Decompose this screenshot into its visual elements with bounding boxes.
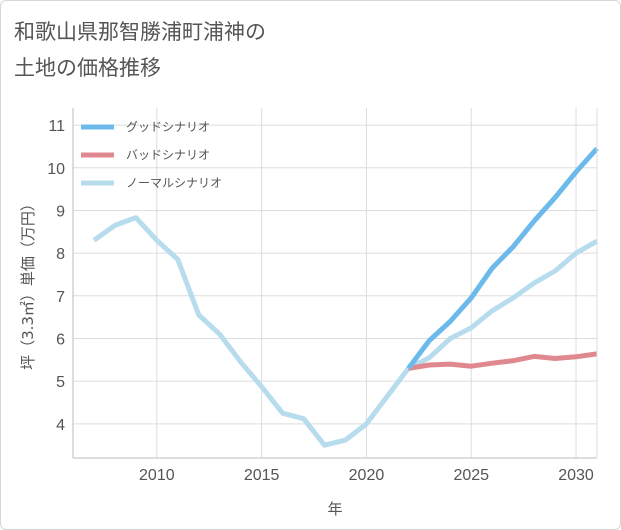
y-tick-label: 9	[56, 203, 65, 220]
y-tick-label: 11	[48, 118, 65, 135]
x-tick-label: 2010	[139, 467, 175, 484]
y-tick-label: 7	[56, 289, 65, 306]
y-tick-label: 5	[56, 374, 65, 391]
series-layer	[92, 146, 599, 448]
legend-label-1: バッドシナリオ	[126, 148, 210, 162]
chart-title-line-2: 土地の価格推移	[14, 56, 161, 80]
plot-area	[73, 108, 597, 458]
y-tick-label: 6	[56, 331, 65, 348]
x-tick-label: 2025	[453, 467, 489, 484]
x-tick-label: 2015	[244, 467, 280, 484]
series-line-2	[92, 215, 599, 448]
legend-label-0: グッドシナリオ	[126, 120, 210, 134]
chart-title-line-1: 和歌山県那智勝浦町浦神の	[14, 20, 266, 44]
chart-title: 和歌山県那智勝浦町浦神の 土地の価格推移	[14, 14, 434, 86]
y-tick-label: 10	[47, 161, 65, 178]
y-tick-label: 4	[56, 417, 65, 434]
x-tick-label: 2020	[349, 467, 385, 484]
series-line-1	[407, 351, 598, 371]
tick-labels: 2010 2015 2020 2025 2030 4 5 6 7 8 9 10 11	[47, 118, 594, 484]
grid-lines	[73, 108, 597, 458]
series-line-0	[406, 146, 599, 370]
x-tick-label: 2030	[558, 467, 594, 484]
x-axis-title: 年	[327, 500, 342, 518]
y-axis-title: 坪（3.3㎡）単価（万円）	[19, 196, 37, 370]
y-tick-label: 8	[56, 246, 65, 263]
axes	[72, 108, 598, 459]
legend-label-2: ノーマルシナリオ	[126, 176, 222, 190]
